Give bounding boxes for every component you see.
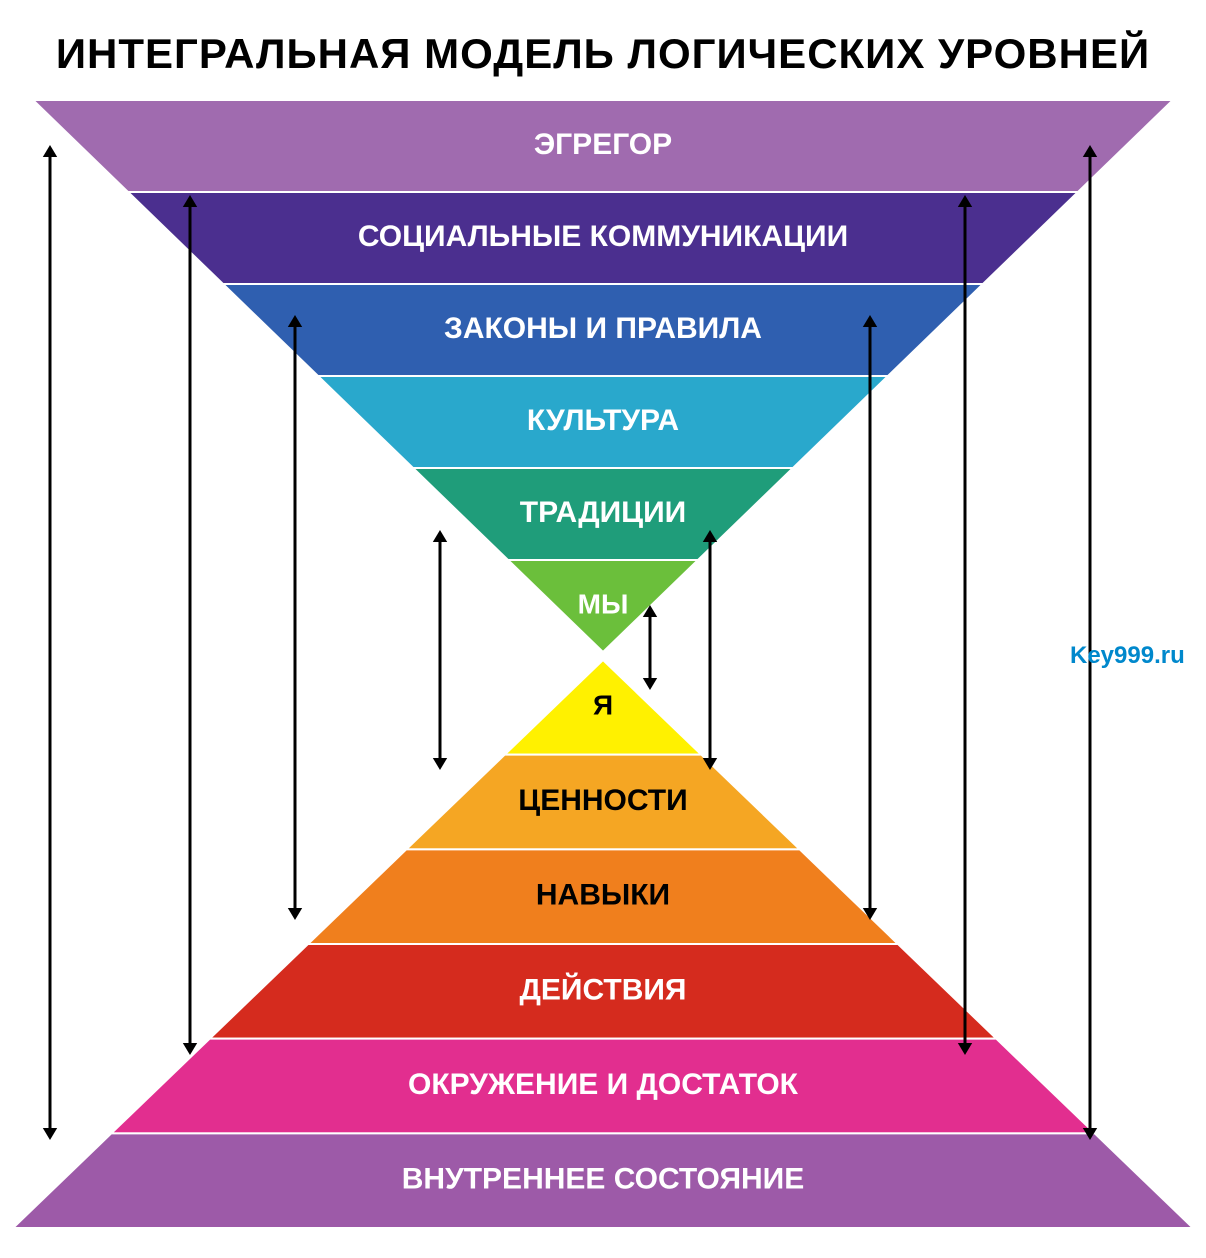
bottom-level-label: ОКРУЖЕНИЕ И ДОСТАТОК [408,1068,799,1101]
double-arrow [958,195,972,1055]
top-level-label: КУЛЬТУРА [527,404,679,437]
top-level-label: ТРАДИЦИИ [520,496,686,529]
diagram-page: ИНТЕГРАЛЬНАЯ МОДЕЛЬ ЛОГИЧЕСКИХ УРОВНЕЙ Э… [0,0,1206,1258]
top-level-label: СОЦИАЛЬНЫЕ КОММУНИКАЦИИ [358,220,848,253]
double-arrow [703,530,717,770]
double-arrow [643,605,657,690]
top-level-label: ЭГРЕГОР [534,128,672,161]
hourglass-diagram: ЭГРЕГОР СОЦИАЛЬНЫЕ КОММУНИКАЦИИ ЗАКОНЫ И П… [0,0,1206,1258]
page-title: ИНТЕГРАЛЬНАЯ МОДЕЛЬ ЛОГИЧЕСКИХ УРОВНЕЙ [0,30,1206,78]
double-arrow [433,530,447,770]
bottom-level-label: ВНУТРЕННЕЕ СОСТОЯНИЕ [402,1163,805,1196]
double-arrow [863,315,877,920]
bottom-level-label: ЦЕННОСТИ [518,784,687,817]
watermark-text: Key999.ru [1070,642,1185,670]
top-level-label: ЗАКОНЫ И ПРАВИЛА [444,312,762,345]
double-arrow [288,315,302,920]
top-level-label: МЫ [578,588,629,619]
bottom-level-label: НАВЫКИ [536,879,670,912]
double-arrow [183,195,197,1055]
bottom-level-label: Я [593,690,613,721]
bottom-level-label: ДЕЙСТВИЯ [520,972,687,1006]
double-arrow [43,145,57,1140]
